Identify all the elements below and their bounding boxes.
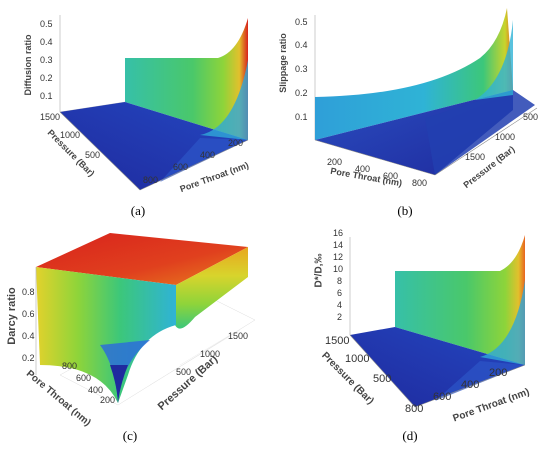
chart-panel-a: 0.5 0.4 0.3 0.2 0.1 Diffusion ratio 1500… xyxy=(0,0,275,225)
chart-panel-d: 16 14 12 10 8 6 4 2 D*/D,‰ 1500 1000 500… xyxy=(275,225,550,450)
panel-caption: (a) xyxy=(130,203,146,218)
x-tick-label: 400 xyxy=(355,164,371,174)
x-tick-label: 400 xyxy=(461,379,480,391)
surface-plot-a xyxy=(59,15,249,191)
x-tick-label: 800 xyxy=(143,175,159,185)
surface-plot-b xyxy=(314,8,538,176)
z-tick-label: 0.8 xyxy=(22,287,35,297)
chart-panel-b: 0.5 0.4 0.3 0.2 0.1 Slippage ratio 200 4… xyxy=(275,0,550,225)
z-tick-label: 10 xyxy=(333,264,344,274)
z-tick-label: 16 xyxy=(333,228,344,238)
y-tick-label: 500 xyxy=(176,367,192,377)
x-tick-label: 600 xyxy=(173,162,189,172)
surface-front xyxy=(36,267,176,403)
surface-floor xyxy=(350,327,525,407)
x-tick-label: 600 xyxy=(433,391,452,403)
x-tick-label: 600 xyxy=(76,373,92,383)
y-tick-label: 500 xyxy=(373,373,392,385)
y-tick-label: 1500 xyxy=(228,331,249,341)
surface-floor xyxy=(60,102,248,190)
z-tick-label: 0.3 xyxy=(295,64,308,74)
y-tick-label: 1000 xyxy=(200,349,221,359)
z-axis-title: Darcy ratio xyxy=(6,287,18,345)
x-tick-label: 400 xyxy=(200,150,216,160)
panel-caption: (b) xyxy=(397,203,413,218)
z-tick-label: 0.2 xyxy=(22,353,35,363)
z-tick-label: 0.4 xyxy=(295,40,308,50)
x-tick-label: 800 xyxy=(62,361,78,371)
surface-wall xyxy=(395,235,525,365)
y-tick-label: 1500 xyxy=(325,335,350,347)
x-tick-label: 200 xyxy=(100,395,116,405)
z-tick-label: 2 xyxy=(337,312,343,322)
surface-plot-d xyxy=(349,235,526,408)
panel-caption: (d) xyxy=(402,428,418,443)
z-tick-label: 4 xyxy=(337,300,343,310)
x-tick-label: 200 xyxy=(489,367,508,379)
z-axis-title: Diffusion ratio xyxy=(23,34,33,96)
z-tick-label: 0.3 xyxy=(40,55,53,65)
z-tick-label: 0.1 xyxy=(40,91,53,101)
x-tick-label: 200 xyxy=(228,138,244,148)
surface-wall xyxy=(125,18,248,140)
z-axis-title: Slippage ratio xyxy=(278,33,288,93)
y-tick-label: 500 xyxy=(85,150,101,160)
y-tick-label: 1500 xyxy=(465,152,486,162)
z-tick-label: 0.2 xyxy=(40,73,53,83)
z-tick-label: 0.4 xyxy=(40,37,53,47)
surface-top xyxy=(36,233,248,285)
y-tick-label: 1000 xyxy=(60,130,81,140)
z-tick-label: 8 xyxy=(337,276,343,286)
panel-caption: (c) xyxy=(122,428,138,443)
y-tick-label: 1000 xyxy=(345,353,370,365)
z-tick-label: 6 xyxy=(337,288,343,298)
x-tick-label: 600 xyxy=(383,171,399,181)
z-tick-label: 0.4 xyxy=(22,331,35,341)
y-tick-label: 1000 xyxy=(495,132,516,142)
y-tick-label: 500 xyxy=(523,112,539,122)
z-tick-label: 0.5 xyxy=(40,19,53,29)
z-axis-title: D*/D,‰ xyxy=(313,253,325,288)
chart-panel-c: 0.8 0.6 0.4 0.2 Darcy ratio 800 600 400 … xyxy=(0,225,275,450)
surface-side xyxy=(175,247,248,329)
surface-plot-c xyxy=(35,233,256,406)
x-tick-label: 200 xyxy=(327,157,343,167)
x-tick-label: 400 xyxy=(88,385,104,395)
z-tick-label: 0.2 xyxy=(295,88,308,98)
x-tick-label: 800 xyxy=(405,403,424,415)
z-tick-label: 0.5 xyxy=(295,17,308,27)
x-tick-label: 800 xyxy=(412,178,428,188)
z-tick-label: 14 xyxy=(333,240,344,250)
z-tick-label: 12 xyxy=(333,252,344,262)
y-tick-label: 1500 xyxy=(40,112,61,122)
z-tick-label: 0.1 xyxy=(295,112,308,122)
surface-wall xyxy=(315,8,513,140)
z-tick-label: 0.6 xyxy=(22,309,35,319)
